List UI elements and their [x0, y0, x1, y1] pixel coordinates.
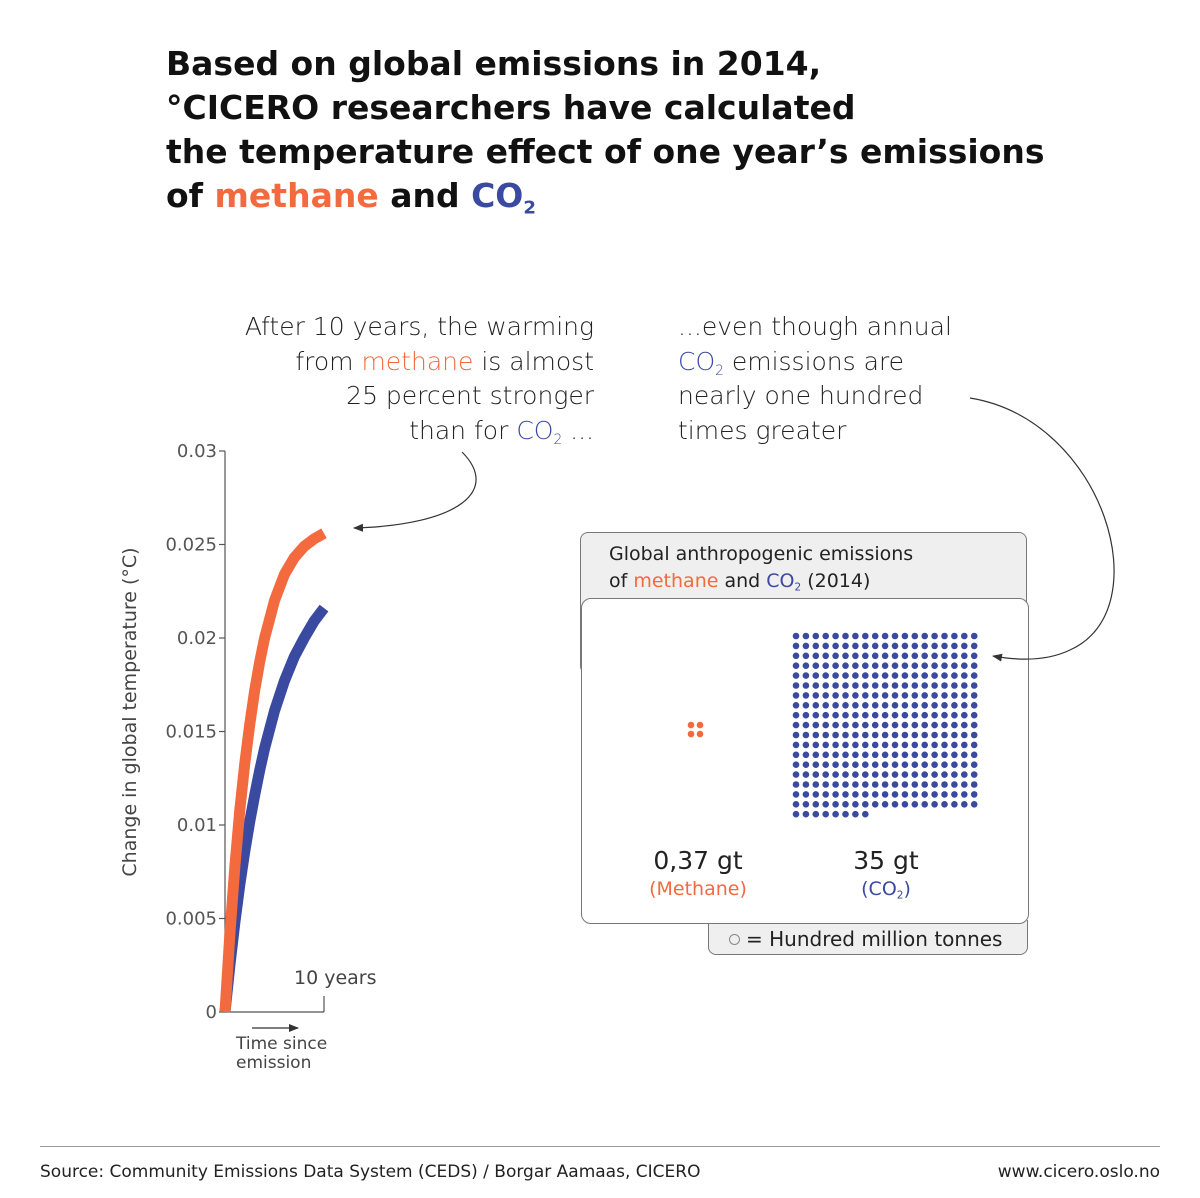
- footer-divider: [40, 1146, 1160, 1147]
- panel-title-co: CO: [766, 570, 795, 592]
- footer-url[interactable]: www.cicero.oslo.no: [997, 1162, 1160, 1182]
- panel-title-methane: methane: [633, 570, 719, 592]
- annotation-left-co2-subscript: 2: [553, 431, 563, 448]
- headline-line-3: the temperature effect of one year’s emi…: [166, 132, 1045, 171]
- headline-line-2: °CICERO researchers have calculated: [166, 88, 856, 127]
- y-tick-label-2: 0.01: [177, 815, 217, 836]
- annotation-left: After 10 years, the warming from methane…: [245, 310, 594, 448]
- co2-amount: 35 gt: [853, 846, 919, 875]
- panel-title-co2: CO2: [766, 570, 802, 594]
- y-axis-label: Change in global temperature (°C): [119, 547, 141, 877]
- annotation-left-line-4: than for CO2 ...: [245, 414, 594, 449]
- annotation-left-line-1: After 10 years, the warming: [244, 312, 594, 341]
- annotation-right-line-4: times greater: [678, 415, 847, 445]
- annotation-left-co: CO: [516, 415, 554, 445]
- headline-and: and: [378, 176, 472, 215]
- annotation-left-co2: CO2: [516, 415, 563, 448]
- annotation-right-line-3: nearly one hundred: [678, 381, 924, 410]
- headline-of: of: [166, 176, 215, 215]
- legend-dot-icon: [729, 934, 740, 945]
- annotation-left-methane: methane: [361, 346, 474, 376]
- co2-label-open: (CO: [861, 878, 897, 900]
- y-tick-label-5: 0.025: [165, 535, 217, 556]
- annotation-left-ellipsis: ...: [562, 415, 594, 445]
- x-tick-10-years: 10 years: [294, 967, 377, 989]
- annotation-right-co2-subscript: 2: [715, 362, 724, 379]
- x-axis-label-line-2: emission: [236, 1053, 312, 1073]
- co2-label-close: ): [903, 878, 911, 900]
- headline-line-1: Based on global emissions in 2014,: [166, 44, 822, 83]
- panel-title-co2-subscript: 2: [794, 581, 802, 594]
- headline: Based on global emissions in 2014, °CICE…: [166, 42, 1166, 218]
- annotation-left-than-for: than for: [409, 415, 517, 445]
- annotation-left-from: from: [295, 346, 362, 376]
- co2-series-line: [219, 604, 329, 1013]
- x-axis-label: Time since emission: [236, 1035, 327, 1073]
- y-tick-label-0: 0: [206, 1002, 217, 1023]
- panel-title-of: of: [609, 570, 634, 592]
- y-tick-label-4: 0.02: [177, 628, 217, 649]
- methane-label: (Methane): [649, 878, 747, 900]
- emissions-panel-title: Global anthropogenic emissions of methan…: [609, 541, 913, 595]
- annotation-right-co: CO: [678, 346, 716, 376]
- co2-label-subscript: 2: [896, 889, 904, 902]
- legend-box: [708, 920, 1028, 955]
- footer-source: Source: Community Emissions Data System …: [40, 1162, 701, 1182]
- x-axis-label-line-1: Time since: [236, 1034, 328, 1054]
- annotation-right-line-2: CO2 emissions are: [678, 345, 952, 380]
- annotation-left-almost: is almost: [473, 346, 594, 376]
- headline-line-4: of methane and CO2: [166, 174, 1166, 218]
- emissions-panel: [581, 598, 1029, 924]
- panel-title-year: (2014): [801, 570, 871, 592]
- annotation-left-arrow: [353, 451, 477, 532]
- co2-label: (CO2): [826, 878, 946, 902]
- annotation-right-line-1: ...even though annual: [678, 312, 952, 341]
- headline-co2: CO2: [471, 176, 536, 219]
- y-tick-label-3: 0.015: [165, 722, 217, 743]
- headline-methane: methane: [214, 176, 379, 215]
- emissions-panel-title-line-1: Global anthropogenic emissions: [609, 543, 914, 565]
- emissions-panel-title-line-2: of methane and CO2 (2014): [609, 568, 913, 595]
- annotation-left-line-2: from methane is almost: [245, 345, 594, 380]
- headline-co: CO: [471, 176, 524, 215]
- annotation-right-co2: CO2: [678, 346, 724, 379]
- y-tick-label-1: 0.005: [165, 909, 217, 930]
- panel-title-and: and: [718, 570, 767, 592]
- y-tick-label-6: 0.03: [177, 441, 217, 462]
- legend-text: = Hundred million tonnes: [746, 927, 1003, 951]
- headline-co2-subscript: 2: [523, 197, 536, 219]
- methane-amount: 0,37 gt: [653, 846, 743, 875]
- methane-series-line: [219, 528, 327, 1013]
- annotation-left-line-3: 25 percent stronger: [346, 381, 594, 410]
- annotation-right-emissions-are: emissions are: [723, 346, 905, 376]
- annotation-right: ...even though annual CO2 emissions are …: [678, 310, 952, 448]
